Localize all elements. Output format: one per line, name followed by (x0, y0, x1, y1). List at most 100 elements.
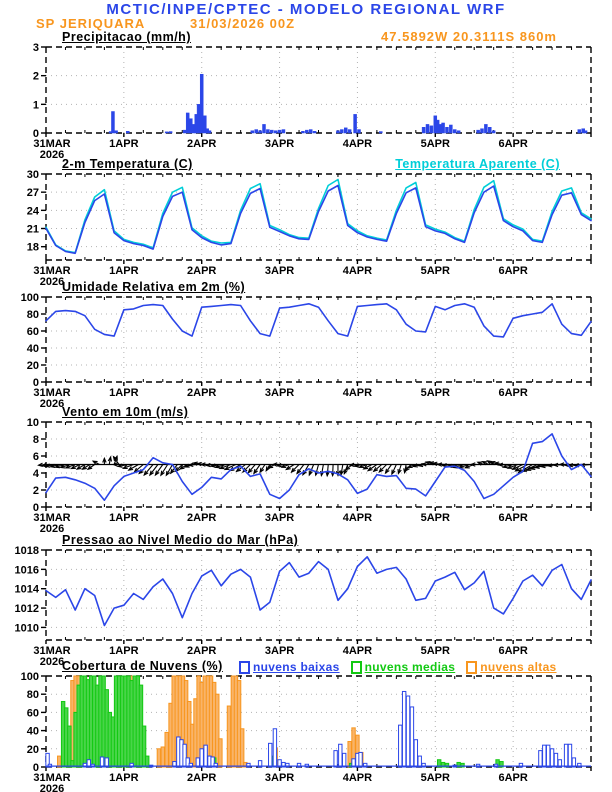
svg-text:3APR: 3APR (265, 645, 294, 657)
svg-text:4APR: 4APR (343, 265, 372, 277)
panel-title-pressure: Pressao ao Nivel Medio do Mar (hPa) (62, 533, 299, 547)
svg-text:3APR: 3APR (265, 265, 294, 277)
svg-text:1APR: 1APR (109, 772, 138, 784)
svg-text:3APR: 3APR (265, 138, 294, 150)
location-coords-label: 47.5892W 20.3111S 860m (381, 29, 557, 44)
svg-text:6APR: 6APR (498, 265, 527, 277)
run-datetime-label: 31/03/2026 00Z (190, 16, 296, 31)
wind-chart: 0 2 4 6 8 10 31MAR 1APR 2APR 3APR 4APR 5APR 6APR 2026 (27, 417, 592, 535)
high-clouds-swatch-icon (466, 660, 478, 674)
svg-text:5APR: 5APR (421, 387, 450, 399)
svg-text:5APR: 5APR (421, 512, 450, 524)
svg-text:20: 20 (27, 360, 39, 372)
pressure-chart: 1010 1012 1014 1016 1018 31MAR 1APR 2APR 3APR 4AP… (15, 545, 592, 668)
svg-text:31MAR: 31MAR (33, 645, 70, 657)
svg-text:80: 80 (27, 689, 39, 701)
panel-title-humidity: Umidade Relativa em 2m (%) (62, 280, 246, 294)
svg-text:4APR: 4APR (343, 138, 372, 150)
mid-clouds-swatch-icon (350, 660, 362, 674)
page-title: MCTIC/INPE/CPTEC - MODELO REGIONAL WRF (106, 1, 506, 18)
panel-title-temperature: 2-m Temperatura (C) (62, 157, 193, 171)
svg-text:5APR: 5APR (421, 772, 450, 784)
cloud-legend: nuvens baixas nuvens medias nuvens altas (239, 660, 557, 674)
legend-apparent-temperature: Temperatura Aparente (C) (395, 157, 560, 171)
svg-text:1010: 1010 (15, 622, 39, 634)
svg-text:31MAR: 31MAR (33, 512, 70, 524)
svg-text:3APR: 3APR (265, 387, 294, 399)
svg-text:8: 8 (33, 434, 39, 446)
svg-text:0: 0 (33, 502, 39, 514)
low-clouds-swatch-icon (239, 660, 250, 674)
precipitation-chart: 0 1 2 3 31MAR 1APR 2APR 3APR 4APR 5APR 6APR 2026 (33, 42, 592, 161)
svg-text:2026: 2026 (40, 523, 64, 535)
svg-text:20: 20 (27, 744, 39, 756)
svg-text:0: 0 (33, 377, 39, 389)
svg-text:21: 21 (27, 224, 39, 236)
svg-text:2APR: 2APR (187, 387, 216, 399)
svg-text:40: 40 (27, 726, 39, 738)
legend-entry-high-clouds: nuvens altas (466, 660, 556, 674)
svg-text:2026: 2026 (40, 149, 64, 161)
svg-text:2026: 2026 (40, 276, 64, 288)
svg-text:5APR: 5APR (421, 645, 450, 657)
svg-text:80: 80 (27, 309, 39, 321)
svg-text:31MAR: 31MAR (33, 387, 70, 399)
svg-text:2026: 2026 (40, 656, 64, 668)
svg-text:30: 30 (27, 169, 39, 181)
high-clouds-label: nuvens altas (480, 660, 557, 674)
svg-text:4APR: 4APR (343, 512, 372, 524)
svg-text:3APR: 3APR (265, 772, 294, 784)
svg-text:2: 2 (33, 71, 39, 83)
svg-text:4APR: 4APR (343, 772, 372, 784)
svg-text:100: 100 (21, 292, 39, 304)
svg-text:1012: 1012 (15, 603, 39, 615)
svg-text:31MAR: 31MAR (33, 138, 70, 150)
svg-text:6APR: 6APR (498, 645, 527, 657)
svg-text:3: 3 (33, 42, 39, 54)
svg-text:2APR: 2APR (187, 138, 216, 150)
svg-text:31MAR: 31MAR (33, 265, 70, 277)
svg-text:18: 18 (27, 242, 39, 254)
station-label: SP JERIQUARA (36, 16, 146, 31)
mid-clouds-label: nuvens medias (364, 660, 456, 674)
svg-text:0: 0 (33, 762, 39, 774)
svg-text:1016: 1016 (15, 564, 39, 576)
svg-text:5APR: 5APR (421, 265, 450, 277)
svg-text:10: 10 (27, 417, 39, 429)
cloud-cover-chart: 0 20 40 60 80 100 31MAR 1APR 2APR 3APR 4APR 5APR 6AP… (21, 671, 592, 792)
svg-text:40: 40 (27, 343, 39, 355)
svg-text:2APR: 2APR (187, 645, 216, 657)
humidity-chart: 0 20 40 60 80 100 31MAR 1APR 2APR 3APR 4APR 5APR 6AP… (21, 292, 592, 410)
svg-text:2APR: 2APR (187, 512, 216, 524)
svg-text:4: 4 (33, 468, 40, 480)
svg-text:1018: 1018 (15, 545, 39, 557)
svg-text:5APR: 5APR (421, 138, 450, 150)
svg-text:6APR: 6APR (498, 772, 527, 784)
svg-text:1: 1 (33, 99, 39, 111)
svg-text:1APR: 1APR (109, 645, 138, 657)
svg-text:6APR: 6APR (498, 512, 527, 524)
svg-text:31MAR: 31MAR (33, 772, 70, 784)
svg-text:6APR: 6APR (498, 138, 527, 150)
svg-text:60: 60 (27, 326, 39, 338)
svg-text:1014: 1014 (15, 584, 40, 596)
svg-text:2: 2 (33, 485, 39, 497)
panel-title-precipitation: Precipitacao (mm/h) (62, 30, 191, 44)
svg-text:24: 24 (27, 205, 40, 217)
legend-entry-low-clouds: nuvens baixas (239, 660, 340, 674)
svg-text:4APR: 4APR (343, 387, 372, 399)
svg-text:1APR: 1APR (109, 138, 138, 150)
svg-text:1APR: 1APR (109, 387, 138, 399)
panel-title-clouds: Cobertura de Nuvens (%) (62, 659, 223, 673)
svg-text:60: 60 (27, 707, 39, 719)
panel-title-wind: Vento em 10m (m/s) (62, 405, 189, 419)
legend-entry-mid-clouds: nuvens medias (350, 660, 456, 674)
temperature-chart: 18 21 24 27 30 31MAR 1APR 2APR 3APR 4APR 5APR 6APR 2… (27, 169, 592, 288)
svg-text:2APR: 2APR (187, 772, 216, 784)
svg-text:1APR: 1APR (109, 265, 138, 277)
svg-text:2026: 2026 (40, 783, 64, 792)
svg-text:100: 100 (21, 671, 39, 683)
svg-text:1APR: 1APR (109, 512, 138, 524)
